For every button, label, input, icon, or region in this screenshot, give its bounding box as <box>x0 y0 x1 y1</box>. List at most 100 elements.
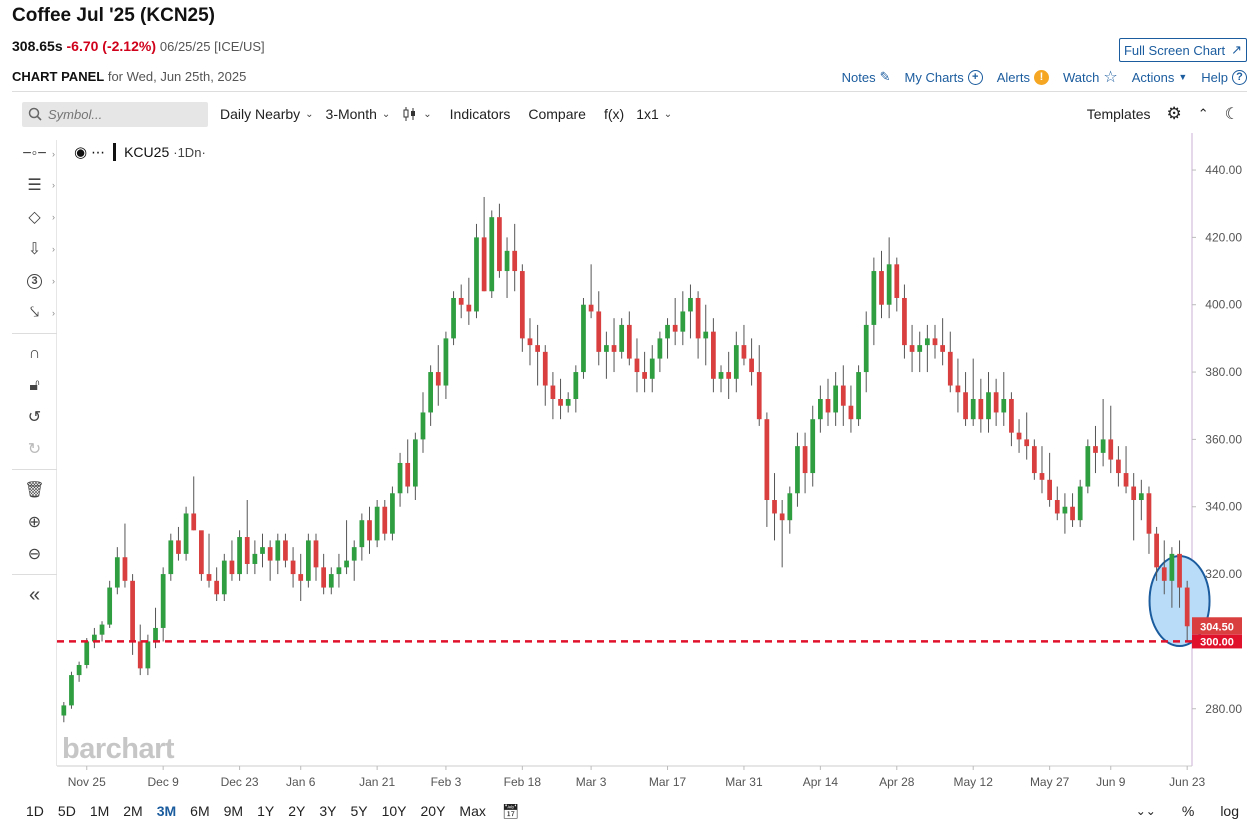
toolbar-right: Templates ⚙ ⌃ ☾ <box>1087 104 1239 124</box>
notes-link[interactable]: Notes ✎ <box>842 69 891 85</box>
header-divider <box>12 91 1247 92</box>
range-3y[interactable]: 3Y <box>319 803 337 819</box>
zoom-in-button[interactable]: ⊕ <box>12 508 57 536</box>
redo-button[interactable]: ↻ <box>12 435 57 463</box>
candle-body <box>726 372 732 379</box>
gear-icon[interactable]: ⚙ <box>1166 104 1182 123</box>
chart-type-dropdown[interactable]: ⌄ <box>402 106 432 122</box>
my-charts-link[interactable]: My Charts + <box>905 69 983 85</box>
candle-body <box>122 557 128 581</box>
candle-body <box>290 560 296 575</box>
candle-body <box>1039 473 1045 480</box>
period-dropdown[interactable]: 3-Month ⌄ <box>326 106 391 122</box>
candle-body <box>970 398 976 420</box>
symbol-input[interactable] <box>48 106 198 122</box>
quote-line: 308.65s -6.70 (-2.12%) 06/25/25 [ICE/US] <box>12 38 265 54</box>
shape-tool[interactable]: ◇ › <box>12 203 57 231</box>
double-chevron-down-icon[interactable]: ⌄⌄ <box>1135 804 1156 818</box>
dark-mode-icon[interactable]: ☾ <box>1224 106 1239 123</box>
candle-body <box>848 405 854 420</box>
range-5d[interactable]: 5D <box>57 803 76 819</box>
range-20y[interactable]: 20Y <box>420 803 446 819</box>
symbol-search[interactable] <box>22 101 208 127</box>
measure-tool[interactable]: ⤥ › <box>12 299 57 327</box>
candle-body <box>680 311 686 332</box>
y-tick-label: 340.00 <box>1205 500 1242 514</box>
crosshair-tool[interactable]: −◦− › <box>12 140 57 168</box>
candle-body <box>527 338 533 346</box>
external-arrow-icon: ↗ <box>1231 42 1243 57</box>
log-toggle[interactable]: log <box>1220 803 1239 819</box>
range-6m[interactable]: 6M <box>190 803 210 819</box>
collapse-sidebar-button[interactable]: « <box>12 581 57 609</box>
fib-tool[interactable]: ☰ › <box>12 171 57 199</box>
header-links: Notes ✎ My Charts + Alerts ! Watch ☆ Act… <box>842 67 1247 87</box>
alert-icon: ! <box>1033 69 1049 85</box>
price-chart[interactable]: 440.00 420.00 400.00 380.00 360.00 340.00 320.… <box>57 133 1247 796</box>
candle-body <box>695 297 701 339</box>
calendar-icon[interactable]: 📅︎ <box>501 802 520 819</box>
lock-tool[interactable]: 🔓︎ <box>12 372 57 400</box>
candle-body <box>565 398 571 406</box>
templates-button[interactable]: Templates <box>1086 106 1151 122</box>
range-9m[interactable]: 9M <box>223 803 244 819</box>
candle-body <box>1169 553 1175 581</box>
chevron-down-icon: ⌄ <box>423 108 432 120</box>
zoom-out-icon: ⊖ <box>27 546 42 563</box>
candle-body <box>92 634 97 642</box>
x-tick-label: May 12 <box>954 775 994 789</box>
zoom-out-button[interactable]: ⊖ <box>12 540 57 568</box>
candle-body <box>1077 486 1083 521</box>
number-tool[interactable]: 3 › <box>12 267 57 295</box>
range-2y[interactable]: 2Y <box>288 803 306 819</box>
help-label: Help <box>1201 69 1228 85</box>
x-tick-label: Jan 6 <box>286 775 316 789</box>
candle-body <box>1024 439 1030 447</box>
range-1d[interactable]: 1D <box>26 803 44 819</box>
magnet-tool[interactable]: ∩ <box>12 340 57 368</box>
indicators-button[interactable]: Indicators <box>449 106 511 122</box>
x-tick-label: Jun 9 <box>1096 775 1126 789</box>
interval-dropdown[interactable]: Daily Nearby ⌄ <box>220 106 314 122</box>
delete-button[interactable]: 🗑︎ <box>12 476 57 504</box>
alerts-link[interactable]: Alerts ! <box>997 69 1049 85</box>
eye-icon[interactable]: ◉ <box>74 144 88 161</box>
candle-body <box>1177 553 1182 588</box>
watch-link[interactable]: Watch ☆ <box>1063 67 1118 87</box>
actions-menu[interactable]: Actions ▼ <box>1132 70 1188 85</box>
more-icon[interactable]: ⋯ <box>91 143 106 160</box>
candle-body <box>69 675 74 706</box>
support-price-label: 300.00 <box>1200 636 1234 648</box>
arrow-tool[interactable]: ⇩ › <box>12 235 57 263</box>
candle-body <box>114 557 120 588</box>
layout-dropdown[interactable]: 1x1 ⌄ <box>636 106 672 122</box>
x-tick-label: Feb 18 <box>504 775 542 789</box>
candle-body <box>642 372 647 379</box>
range-5y[interactable]: 5Y <box>350 803 368 819</box>
full-screen-chart-button[interactable]: Full Screen Chart ↗ <box>1119 38 1247 62</box>
collapse-up-icon[interactable]: ⌃ <box>1197 106 1209 121</box>
candle-body <box>1047 479 1052 501</box>
chevron-right-icon: › <box>52 276 55 286</box>
range-3m[interactable]: 3M <box>156 803 177 819</box>
candlestick-icon <box>403 107 416 121</box>
range-max[interactable]: Max <box>459 803 486 819</box>
percent-toggle[interactable]: % <box>1181 803 1195 819</box>
compare-button[interactable]: Compare <box>528 106 586 122</box>
help-link[interactable]: Help ? <box>1201 69 1247 85</box>
candle-body <box>191 513 197 531</box>
number-three-icon: 3 <box>27 273 42 289</box>
candle-body <box>305 540 311 581</box>
candle-body <box>321 567 327 588</box>
candle-body <box>924 338 930 346</box>
x-tick-label: Jun 23 <box>1169 775 1205 789</box>
range-1y[interactable]: 1Y <box>257 803 275 819</box>
candle-body <box>474 237 479 312</box>
range-2m[interactable]: 2M <box>123 803 143 819</box>
undo-button[interactable]: ↺ <box>12 403 57 431</box>
fx-button[interactable]: f(x) <box>603 106 625 122</box>
range-1m[interactable]: 1M <box>89 803 110 819</box>
candle-body <box>886 264 892 305</box>
range-10y[interactable]: 10Y <box>381 803 407 819</box>
candle-body <box>1093 446 1098 453</box>
